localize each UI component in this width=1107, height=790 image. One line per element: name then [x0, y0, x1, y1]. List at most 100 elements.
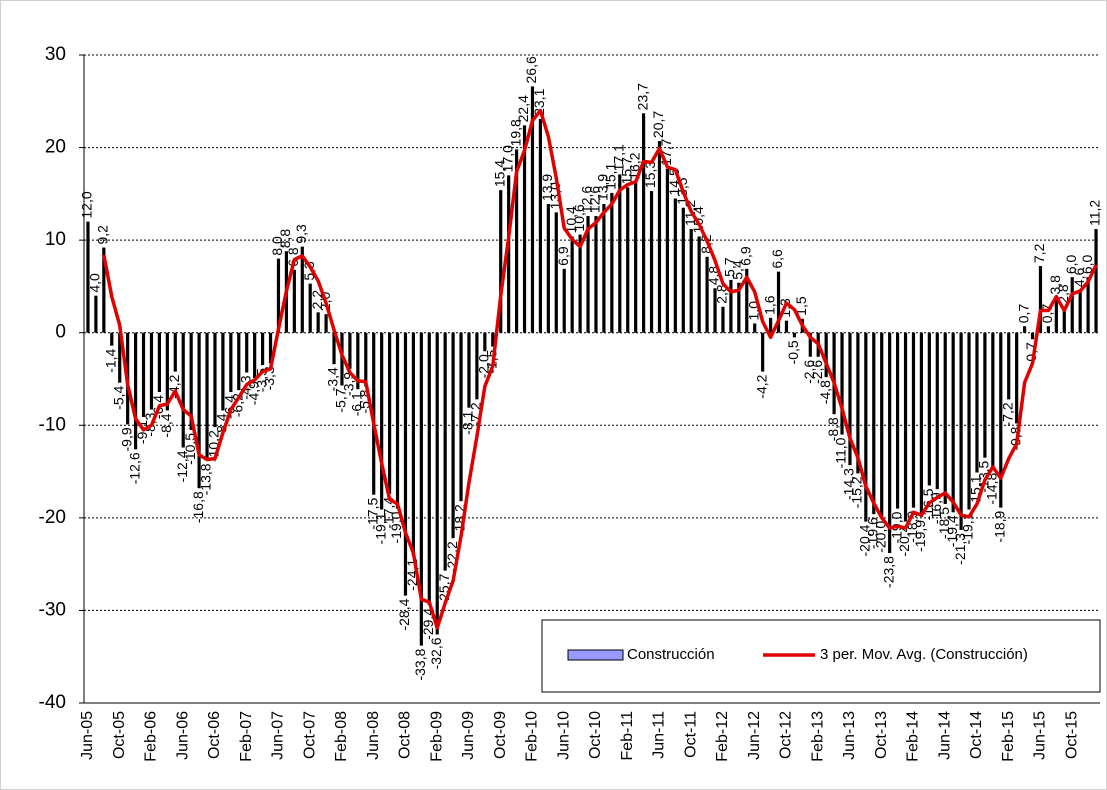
bar: [975, 332, 979, 473]
bar: [1054, 297, 1058, 333]
value-label: -9,1: [134, 420, 150, 444]
bar: [745, 268, 749, 333]
bar: [951, 332, 955, 513]
bar: [213, 332, 217, 428]
bar: [253, 332, 257, 379]
value-label: 0,7: [1015, 304, 1031, 324]
value-label: 8,0: [269, 236, 285, 256]
bar: [324, 314, 328, 333]
value-label: 2,2: [309, 290, 325, 310]
bar: [578, 234, 582, 333]
y-tick-label: 30: [45, 44, 66, 65]
value-label: 7,2: [1031, 243, 1047, 263]
bar: [110, 332, 114, 346]
bar: [292, 269, 296, 333]
value-label: 10,6: [571, 204, 587, 231]
x-tick-label: Feb-13: [809, 711, 826, 762]
bar: [824, 332, 828, 378]
bar: [435, 332, 439, 635]
value-label: -17,4: [380, 497, 396, 529]
value-label: -6,1: [349, 392, 365, 416]
bar: [1015, 332, 1019, 424]
legend-label: 3 per. Mov. Avg. (Construcción): [820, 646, 1028, 663]
bar: [237, 332, 241, 391]
value-label: -4,8: [817, 380, 833, 404]
x-tick-label: Feb-14: [905, 711, 922, 762]
value-label: -17,5: [364, 498, 380, 530]
bar: [260, 332, 265, 366]
value-label: -18,9: [904, 510, 920, 542]
value-label: 4,6: [1071, 267, 1087, 287]
x-tick-label: Oct-14: [968, 711, 985, 759]
x-tick-label: Oct-10: [587, 711, 604, 759]
value-label: -3,4: [325, 367, 341, 391]
bar: [641, 113, 646, 333]
bar: [443, 332, 447, 571]
value-label: -15,2: [849, 476, 865, 508]
bar: [554, 212, 558, 333]
value-label: 9,2: [95, 225, 111, 245]
bar: [618, 174, 622, 333]
bar: [157, 332, 162, 392]
bar: [86, 221, 90, 333]
bar: [943, 332, 947, 504]
x-tick-label: Jun-14: [936, 711, 953, 760]
value-label: -6,2: [229, 393, 245, 417]
value-label: -13,8: [198, 463, 214, 495]
bar: [546, 204, 550, 333]
bar: [507, 175, 511, 333]
bar: [499, 190, 503, 333]
value-label: 15,7: [618, 157, 634, 184]
value-label: -5,7: [333, 388, 349, 412]
bar: [245, 332, 249, 373]
value-label: -6,4: [222, 395, 238, 419]
bar: [205, 332, 209, 461]
bar: [737, 282, 741, 333]
value-label: -18,5: [936, 507, 952, 539]
value-label: -19,6: [864, 517, 880, 549]
y-tick-label: -40: [39, 692, 66, 713]
bar: [626, 187, 630, 333]
bar: [753, 323, 757, 333]
value-label: -16,8: [190, 491, 206, 523]
value-label: -20,4: [896, 524, 912, 556]
value-label: 26,6: [523, 56, 539, 83]
value-label: -32,6: [428, 637, 444, 669]
x-tick-label: Oct-06: [206, 711, 223, 759]
value-label: -12,6: [126, 452, 142, 484]
moving-average-line: [102, 108, 1098, 630]
bar: [522, 125, 527, 333]
bar: [649, 191, 654, 333]
y-tick-label: -20: [39, 507, 66, 528]
x-tick-label: Jun-08: [365, 711, 382, 760]
value-label: -18,9: [991, 510, 1007, 542]
bar: [403, 332, 408, 596]
bar: [665, 168, 670, 333]
value-label: 15,3: [642, 161, 658, 188]
bar: [697, 236, 701, 333]
value-label: -19,9: [912, 520, 928, 552]
value-label: -2,6: [801, 360, 817, 384]
bar: [372, 332, 376, 495]
value-label: 20,7: [650, 111, 666, 138]
bar: [364, 332, 368, 387]
bar: [189, 332, 193, 430]
bar: [673, 198, 677, 333]
value-label: 6,8: [285, 247, 301, 267]
bar: [919, 332, 924, 517]
value-label: -2,6: [809, 360, 825, 384]
bar: [602, 204, 606, 333]
x-tick-label: Jun-07: [270, 711, 287, 760]
bar: [1070, 277, 1074, 333]
value-label: -20,4: [857, 524, 873, 556]
value-label: -19,1: [372, 512, 388, 544]
x-tick-label: Jun-15: [1032, 711, 1049, 760]
value-label: 19,8: [507, 119, 523, 146]
x-tick-label: Oct-15: [1063, 711, 1080, 759]
value-label: 15,4: [491, 160, 507, 187]
bar: [332, 332, 336, 365]
bar: [983, 332, 987, 458]
x-tick-label: Oct-07: [301, 711, 318, 759]
x-tick-label: Jun-06: [174, 711, 191, 760]
bar: [729, 279, 733, 333]
